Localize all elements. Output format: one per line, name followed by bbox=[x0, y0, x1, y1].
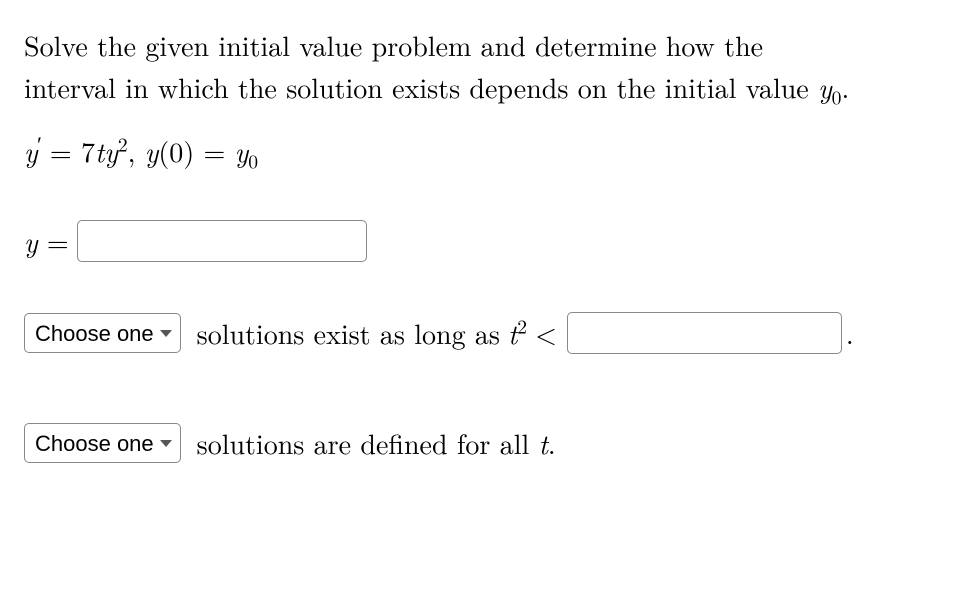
problem-line-2-prefix: interval in which the solution exists de… bbox=[24, 67, 818, 107]
eq-exp: 2 bbox=[118, 130, 128, 158]
row3-period: . bbox=[548, 423, 556, 463]
less-than-sign: < bbox=[535, 312, 557, 354]
defined-prefix: solutions are defined for all bbox=[197, 423, 539, 463]
initial-value-var: y bbox=[818, 67, 832, 107]
t-var-all: t bbox=[539, 423, 548, 463]
eq-comma: , bbox=[128, 131, 145, 171]
eq-y2: y bbox=[104, 131, 118, 171]
problem-statement: Solve the given initial value problem an… bbox=[24, 24, 952, 108]
problem-line-2-suffix: . bbox=[841, 67, 849, 107]
defined-text: solutions are defined for all t. bbox=[197, 422, 556, 464]
answer-row-y: y = bbox=[24, 220, 952, 262]
eq-pclose: ) bbox=[183, 131, 194, 171]
y-var: y bbox=[24, 221, 38, 261]
eq-zero: 0 bbox=[169, 131, 183, 171]
eq-popen: ( bbox=[158, 131, 169, 171]
condition-dropdown-1[interactable]: Choose one bbox=[24, 313, 181, 353]
eq-yfunc: y bbox=[145, 131, 159, 171]
dropdown-label-1: Choose one bbox=[35, 317, 154, 350]
eq-coef: 7 bbox=[81, 131, 95, 171]
y-solution-input[interactable] bbox=[77, 220, 367, 262]
initial-value-sub: 0 bbox=[832, 83, 842, 111]
eq-t: t bbox=[95, 131, 104, 171]
eq-eq2: = bbox=[194, 131, 234, 171]
problem-line-1: Solve the given initial value problem an… bbox=[24, 25, 763, 65]
condition-dropdown-2[interactable]: Choose one bbox=[24, 423, 181, 463]
differential-equation: y′ = 7ty2, y(0) = y0 bbox=[24, 130, 952, 172]
t-exp: 2 bbox=[517, 312, 527, 340]
interval-bound-input[interactable] bbox=[567, 312, 842, 354]
dropdown-caret-icon-2 bbox=[160, 440, 172, 447]
y-equals-sign: = bbox=[38, 221, 69, 261]
t-squared: t2 bbox=[508, 312, 527, 354]
answer-row-all-t: Choose one solutions are defined for all… bbox=[24, 422, 952, 464]
eq-y0: y bbox=[235, 131, 249, 171]
row2-period: . bbox=[846, 312, 854, 354]
answer-row-interval: Choose one solutions exist as long as t2… bbox=[24, 312, 952, 354]
y-equals-label: y = bbox=[24, 220, 69, 262]
t-var: t bbox=[508, 313, 517, 353]
dropdown-caret-icon bbox=[160, 330, 172, 337]
eq-equals: = bbox=[41, 131, 81, 171]
eq-y0sub: 0 bbox=[248, 147, 258, 175]
dropdown-label-2: Choose one bbox=[35, 427, 154, 460]
exist-text: solutions exist as long as bbox=[197, 312, 500, 354]
